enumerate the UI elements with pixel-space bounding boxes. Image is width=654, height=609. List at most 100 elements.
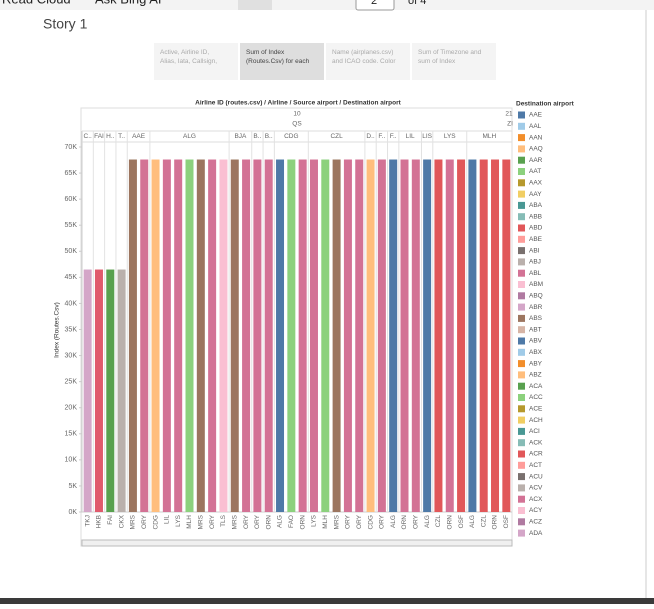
legend-swatch[interactable] bbox=[518, 281, 525, 288]
legend-label[interactable]: ACZ bbox=[529, 519, 542, 526]
legend-swatch[interactable] bbox=[518, 326, 525, 334]
legend-swatch[interactable] bbox=[518, 416, 525, 424]
story-point-label[interactable]: Sum of Timezone and sum of Index bbox=[418, 49, 482, 65]
legend-swatch[interactable] bbox=[518, 201, 525, 209]
legend-swatch[interactable] bbox=[518, 439, 525, 447]
bar[interactable] bbox=[423, 159, 432, 512]
bar[interactable] bbox=[253, 159, 262, 512]
legend-label[interactable]: ABD bbox=[529, 225, 543, 232]
bar[interactable] bbox=[140, 159, 149, 512]
story-point-label[interactable]: Active, Airline ID, Alias, Iata, Callsign… bbox=[160, 49, 217, 65]
legend-label[interactable]: ABX bbox=[529, 349, 543, 356]
story-point[interactable] bbox=[412, 43, 496, 80]
story-point[interactable] bbox=[154, 43, 238, 80]
bar[interactable] bbox=[343, 159, 352, 512]
legend-swatch[interactable] bbox=[518, 247, 525, 255]
bar[interactable] bbox=[434, 159, 443, 512]
legend-label[interactable]: AAX bbox=[529, 180, 543, 187]
legend-swatch[interactable] bbox=[518, 484, 525, 492]
legend-label[interactable]: ABV bbox=[529, 338, 543, 345]
legend-label[interactable]: ACV bbox=[529, 485, 543, 492]
legend-label[interactable]: ABB bbox=[529, 213, 542, 220]
bar[interactable] bbox=[94, 269, 103, 512]
scrollbar[interactable] bbox=[81, 539, 513, 547]
legend-label[interactable]: ACU bbox=[529, 473, 543, 480]
bar[interactable] bbox=[298, 159, 307, 512]
story-point-label[interactable]: Name (airplanes.csv) and ICAO code. Color bbox=[332, 49, 396, 65]
bar[interactable] bbox=[230, 159, 239, 512]
legend-label[interactable]: AAR bbox=[529, 157, 543, 164]
bar[interactable] bbox=[151, 159, 160, 512]
legend-swatch[interactable] bbox=[518, 450, 525, 458]
bar[interactable] bbox=[491, 159, 500, 512]
legend-label[interactable]: AAN bbox=[529, 134, 543, 141]
legend-swatch[interactable] bbox=[518, 269, 525, 277]
legend-swatch[interactable] bbox=[518, 156, 525, 164]
bar[interactable] bbox=[321, 159, 330, 512]
toolbar-item[interactable]: Ask Bing AI bbox=[95, 0, 161, 6]
legend-swatch[interactable] bbox=[518, 337, 525, 345]
legend-swatch[interactable] bbox=[518, 394, 525, 401]
bar[interactable] bbox=[117, 269, 126, 512]
legend-swatch[interactable] bbox=[518, 518, 525, 526]
bar[interactable] bbox=[366, 159, 375, 512]
bar[interactable] bbox=[264, 159, 273, 512]
legend-swatch[interactable] bbox=[518, 111, 525, 119]
bar[interactable] bbox=[287, 159, 296, 512]
legend-swatch[interactable] bbox=[518, 179, 525, 187]
legend-label[interactable]: ABT bbox=[529, 326, 542, 333]
legend-label[interactable]: AAT bbox=[529, 168, 541, 175]
bar[interactable] bbox=[502, 159, 511, 512]
legend-label[interactable]: ACI bbox=[529, 428, 540, 435]
legend-swatch[interactable] bbox=[518, 382, 525, 390]
legend-label[interactable]: ABY bbox=[529, 360, 543, 367]
story-point-label[interactable]: Sum of Index (Routes.Csv) for each bbox=[246, 49, 310, 65]
legend-label[interactable]: ACR bbox=[529, 451, 543, 458]
bar[interactable] bbox=[445, 159, 454, 512]
legend-swatch[interactable] bbox=[518, 405, 525, 413]
bar[interactable] bbox=[106, 269, 115, 512]
legend-label[interactable]: ACK bbox=[529, 439, 543, 446]
legend-label[interactable]: ABE bbox=[529, 236, 543, 243]
legend-swatch[interactable] bbox=[518, 371, 525, 379]
bar[interactable] bbox=[219, 159, 228, 512]
legend-label[interactable]: AAY bbox=[529, 191, 542, 198]
legend-swatch[interactable] bbox=[518, 134, 525, 142]
legend-swatch[interactable] bbox=[518, 348, 525, 356]
legend-label[interactable]: ABZ bbox=[529, 372, 542, 379]
toolbar-item[interactable]: Read Cloud bbox=[2, 0, 71, 6]
legend-swatch[interactable] bbox=[518, 427, 525, 435]
bar[interactable] bbox=[83, 269, 92, 512]
legend-label[interactable]: ACC bbox=[529, 394, 543, 401]
bar[interactable] bbox=[400, 159, 409, 512]
story-point[interactable] bbox=[326, 43, 410, 80]
legend-label[interactable]: ACT bbox=[529, 462, 542, 469]
legend-swatch[interactable] bbox=[518, 213, 525, 221]
legend-label[interactable]: ADA bbox=[529, 530, 543, 537]
legend-swatch[interactable] bbox=[518, 292, 525, 300]
page-input[interactable] bbox=[355, 0, 395, 11]
bar[interactable] bbox=[411, 159, 420, 512]
bar[interactable] bbox=[208, 159, 217, 512]
legend-label[interactable]: ACA bbox=[529, 383, 543, 390]
bar[interactable] bbox=[355, 159, 364, 512]
legend-swatch[interactable] bbox=[518, 145, 525, 153]
toolbar-button[interactable] bbox=[238, 0, 272, 10]
legend-swatch[interactable] bbox=[518, 258, 525, 266]
story-point[interactable] bbox=[240, 43, 324, 80]
legend-label[interactable]: ACX bbox=[529, 496, 543, 503]
legend-label[interactable]: ACH bbox=[529, 417, 543, 424]
legend-label[interactable]: AAQ bbox=[529, 146, 543, 153]
legend-swatch[interactable] bbox=[518, 190, 525, 198]
legend-label[interactable]: ABS bbox=[529, 315, 543, 322]
legend-swatch[interactable] bbox=[518, 495, 525, 503]
bar[interactable] bbox=[377, 159, 386, 512]
legend-swatch[interactable] bbox=[518, 168, 525, 175]
bar[interactable] bbox=[389, 159, 398, 512]
legend-label[interactable]: ABM bbox=[529, 281, 543, 288]
legend-label[interactable]: ABA bbox=[529, 202, 543, 209]
bar[interactable] bbox=[332, 159, 341, 512]
legend-swatch[interactable] bbox=[518, 314, 525, 322]
legend-swatch[interactable] bbox=[518, 360, 525, 368]
bar[interactable] bbox=[479, 159, 488, 512]
